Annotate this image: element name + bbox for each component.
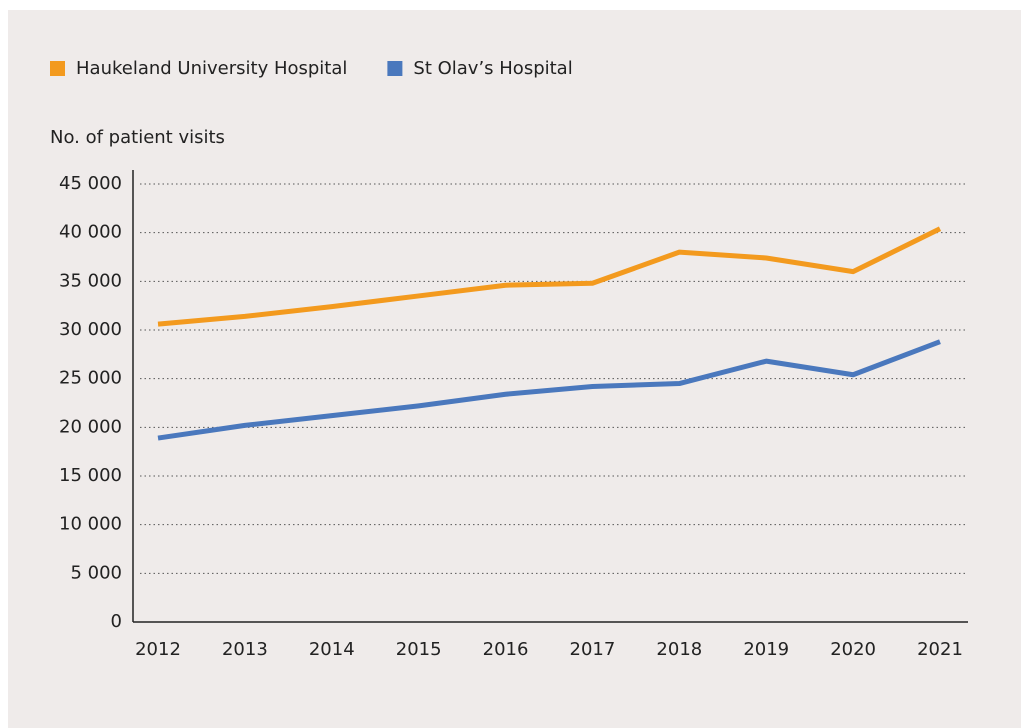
y-tick-label: 5 000 <box>70 562 122 583</box>
x-tick-label: 2016 <box>483 639 529 660</box>
x-tick-label: 2021 <box>917 639 963 660</box>
x-tick-label: 2018 <box>656 639 702 660</box>
x-tick-label: 2013 <box>222 639 268 660</box>
y-tick-label: 40 000 <box>59 222 122 243</box>
x-tick-label: 2019 <box>743 639 789 660</box>
y-axis-label: No. of patient visits <box>50 127 225 148</box>
panel <box>8 10 1021 728</box>
legend-label: St Olav’s Hospital <box>413 58 572 79</box>
y-tick-label: 15 000 <box>59 465 122 486</box>
x-tick-label: 2020 <box>830 639 876 660</box>
legend-label: Haukeland University Hospital <box>76 58 347 79</box>
x-tick-label: 2017 <box>570 639 616 660</box>
y-tick-label: 25 000 <box>59 368 122 389</box>
x-tick-label: 2012 <box>135 639 181 660</box>
y-tick-label: 45 000 <box>59 173 122 194</box>
x-tick-label: 2015 <box>396 639 442 660</box>
y-tick-label: 30 000 <box>59 319 122 340</box>
x-tick-label: 2014 <box>309 639 355 660</box>
y-tick-label: 35 000 <box>59 270 122 291</box>
y-tick-label: 20 000 <box>59 416 122 437</box>
legend-swatch <box>50 61 65 76</box>
legend-swatch <box>387 61 403 76</box>
series-line <box>157 339 941 441</box>
y-tick-label: 10 000 <box>59 514 122 535</box>
series-line <box>157 226 942 327</box>
y-tick-label: 0 <box>111 611 122 632</box>
